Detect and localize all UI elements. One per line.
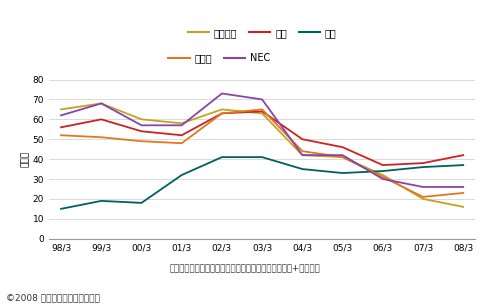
Text: ©2008 スタンダード＆プアーズ: ©2008 スタンダード＆プアーズ	[6, 294, 100, 303]
Legend: 富士通, NEC: 富士通, NEC	[165, 49, 274, 67]
Text: 資本・負債構成：純有利子負債総額／（純有利子負債+総資本）: 資本・負債構成：純有利子負債総額／（純有利子負債+総資本）	[170, 265, 320, 274]
Y-axis label: （％）: （％）	[21, 151, 30, 167]
Text: 図表3：資本・負債構成の推移: 図表3：資本・負債構成の推移	[6, 8, 99, 18]
